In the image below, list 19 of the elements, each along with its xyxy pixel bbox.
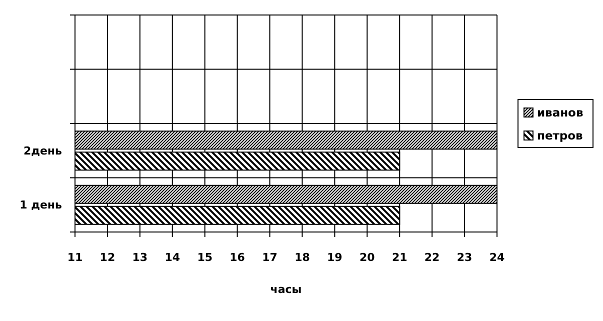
- x-tick-label: 12: [100, 251, 116, 264]
- x-tick-label: 18: [294, 251, 310, 264]
- y-tick-label: 1 день: [20, 198, 62, 212]
- x-tick-label: 13: [132, 251, 148, 264]
- x-tick-label: 19: [327, 251, 342, 264]
- x-tick-label: 14: [164, 251, 180, 264]
- x-tick-label: 23: [456, 251, 472, 264]
- x-tick-label: 16: [230, 251, 246, 264]
- x-tick-label: 15: [197, 251, 212, 264]
- x-tick-label: 22: [424, 251, 440, 264]
- legend-label: иванов: [537, 106, 584, 120]
- x-tick-label: 17: [262, 251, 278, 264]
- x-tick-label: 21: [392, 251, 408, 264]
- x-axis-title: часы: [270, 283, 302, 296]
- legend-label: петров: [537, 128, 583, 143]
- x-tick-label: 20: [360, 251, 376, 264]
- x-tick-label: 11: [67, 251, 83, 264]
- y-tick-label: 2день: [23, 144, 62, 158]
- x-tick-label: 24: [489, 251, 505, 264]
